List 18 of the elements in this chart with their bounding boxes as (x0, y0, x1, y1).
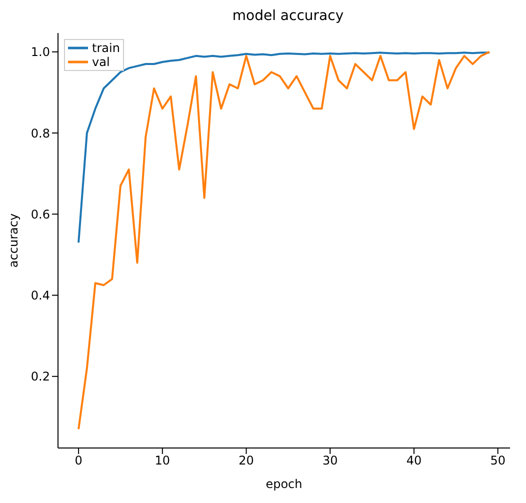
chart-title: model accuracy (231, 8, 345, 26)
y-axis-title: accuracy (6, 213, 20, 268)
x-tick-label: 40 (406, 454, 422, 468)
line-series (78, 50, 490, 430)
legend-label: train (92, 41, 120, 55)
y-tick-label: 1.0 (30, 45, 50, 60)
x-tick-label: 50 (490, 454, 506, 468)
y-tick-label: 0.6 (30, 207, 50, 222)
x-tick-label: 10 (154, 454, 170, 468)
legend-label: val (92, 55, 110, 69)
y-tick-label: 0.4 (30, 288, 50, 303)
x-tick-label: 0 (74, 454, 82, 468)
x-tick-label: 30 (322, 454, 338, 468)
line-series (78, 52, 490, 244)
y-tick-label: 0.8 (30, 126, 50, 140)
x-axis-title: epoch (266, 477, 302, 491)
y-tick-label: 0.2 (30, 370, 50, 384)
x-tick-label: 20 (238, 454, 254, 468)
